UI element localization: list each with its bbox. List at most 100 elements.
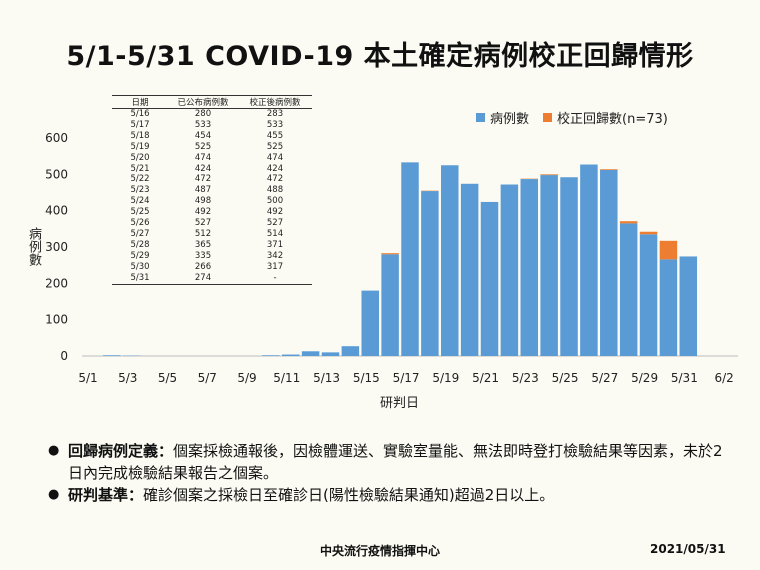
- bar-cases: [600, 169, 618, 356]
- table-row: 5/29 335 342: [112, 251, 312, 262]
- legend-item-cases: 病例數: [476, 108, 529, 127]
- x-tick-label: 5/29: [631, 371, 658, 385]
- legend-label-corrected: 校正回歸數(n=73): [557, 112, 668, 127]
- table-cell: 5/26: [130, 218, 150, 229]
- table-cell: 527: [194, 218, 212, 229]
- table-cell: 5/29: [130, 250, 150, 261]
- bar-cases: [520, 179, 539, 356]
- bullet-icon: ●: [48, 487, 60, 502]
- table-cell: 365: [194, 239, 212, 250]
- table-cell: 472: [266, 174, 284, 185]
- table-cell: 5/27: [130, 228, 150, 239]
- x-tick-label: 5/19: [432, 371, 459, 385]
- x-axis-title: 研判日: [380, 396, 420, 411]
- bar-cases: [321, 352, 340, 356]
- table-cell: 5/24: [130, 196, 150, 207]
- table-cell: 533: [266, 119, 284, 130]
- table-cell: 424: [266, 163, 284, 174]
- bar-cases: [500, 184, 519, 356]
- table-cell: 525: [266, 141, 284, 152]
- table-cell: 533: [194, 119, 212, 130]
- bar-cases: [262, 355, 280, 356]
- bar-cases: [381, 254, 399, 356]
- bar-cases: [560, 177, 578, 356]
- table-cell: 514: [266, 228, 284, 239]
- bar-corrected: [659, 240, 678, 260]
- table-cell: 488: [266, 185, 284, 196]
- bar-corrected: [600, 169, 618, 170]
- bar-cases: [401, 162, 419, 356]
- table-cell: 455: [266, 130, 284, 141]
- bar-corrected: [540, 174, 558, 176]
- table-cell: 492: [266, 207, 284, 218]
- y-tick-label: 0: [60, 349, 68, 363]
- table-row: 5/23 487 488: [112, 185, 312, 196]
- bar-corrected: [619, 221, 638, 224]
- table-cell: 512: [194, 228, 212, 239]
- table-cell: 525: [194, 141, 212, 152]
- table-row: 5/17 533 533: [112, 120, 312, 131]
- table-cell: 5/22: [130, 174, 150, 185]
- table-row: 5/24 498 500: [112, 196, 312, 207]
- bar-cases: [540, 175, 558, 356]
- table-cell: 487: [194, 185, 212, 196]
- table-cell: 424: [194, 163, 212, 174]
- table-cell: 5/18: [130, 130, 150, 141]
- note-text: 個案採檢通報後，因檢體運送、實驗室量能、無法即時登打檢驗結果等因素，未於2日內完…: [68, 442, 723, 482]
- footer-date: 2021/05/31: [650, 542, 726, 556]
- note-item: ● 回歸病例定義：個案採檢通報後，因檢體運送、實驗室量能、無法即時登打檢驗結果等…: [48, 440, 728, 484]
- bar-cases: [281, 354, 300, 356]
- table-cell: 500: [266, 196, 284, 207]
- table-cell: 5/19: [130, 141, 150, 152]
- x-tick-label: 5/3: [118, 371, 137, 385]
- table-cell: 5/17: [130, 119, 150, 130]
- table-cell: 5/20: [130, 152, 150, 163]
- x-tick-label: 5/1: [78, 371, 97, 385]
- bar-corrected: [381, 253, 399, 255]
- note-label: 回歸病例定義：: [68, 442, 174, 460]
- table-row: 5/26 527 527: [112, 218, 312, 229]
- table-cell: 280: [194, 109, 212, 119]
- bar-cases: [460, 183, 479, 356]
- x-tick-label: 5/31: [671, 371, 698, 385]
- case-table: 日期 已公布病例數 校正後病例數 5/16 280 283 5/17 533 533 5/1…: [112, 95, 312, 285]
- x-tick-label: 5/9: [237, 371, 256, 385]
- bar-cases: [301, 351, 320, 356]
- bar-corrected: [639, 231, 658, 235]
- table-row: 5/18 454 455: [112, 131, 312, 142]
- table-row: 5/27 512 514: [112, 229, 312, 240]
- notes: ● 回歸病例定義：個案採檢通報後，因檢體運送、實驗室量能、無法即時登打檢驗結果等…: [48, 440, 728, 506]
- legend-label-cases: 病例數: [490, 112, 530, 127]
- table-row: 5/16 280 283: [112, 109, 312, 120]
- bar-cases: [580, 164, 598, 356]
- table-cell: 474: [266, 152, 284, 163]
- bar-cases: [421, 191, 439, 356]
- bar-chart: 0 100 200 300 400 500 600 5/1 5/3 5/5 5/7 5/9 5/11 5/…: [45, 131, 738, 385]
- legend-item-corrected: 校正回歸數(n=73): [543, 108, 668, 127]
- table-row: 5/21 424 424: [112, 164, 312, 175]
- bar-cases: [361, 290, 379, 356]
- note-text: 確診個案之採檢日至確診日(陽性檢驗結果通知)超過2日以上。: [143, 486, 555, 504]
- bar-cases: [480, 201, 499, 356]
- bar-cases: [639, 234, 658, 356]
- table-cell: 5/23: [130, 185, 150, 196]
- table-cell: 317: [266, 261, 284, 272]
- table-header: 校正後病例數: [238, 95, 312, 109]
- y-tick-label: 200: [45, 276, 68, 290]
- note-item: ● 研判基準：確診個案之採檢日至確診日(陽性檢驗結果通知)超過2日以上。: [48, 484, 728, 506]
- x-tick-label: 5/7: [198, 371, 217, 385]
- table-cell: 5/25: [130, 207, 150, 218]
- table-cell: 5/30: [130, 261, 150, 272]
- table-cell: -: [238, 272, 312, 285]
- table-cell: 472: [194, 174, 212, 185]
- table-row: 5/20 474 474: [112, 153, 312, 164]
- table-cell: 371: [266, 239, 284, 250]
- y-tick-label: 500: [45, 167, 68, 181]
- bullet-icon: ●: [48, 443, 60, 458]
- x-tick-label: 5/21: [472, 371, 499, 385]
- table-cell: 266: [194, 261, 212, 272]
- y-tick-label: 100: [45, 313, 68, 327]
- y-tick-label: 300: [45, 240, 68, 254]
- table-cell: 283: [266, 109, 284, 119]
